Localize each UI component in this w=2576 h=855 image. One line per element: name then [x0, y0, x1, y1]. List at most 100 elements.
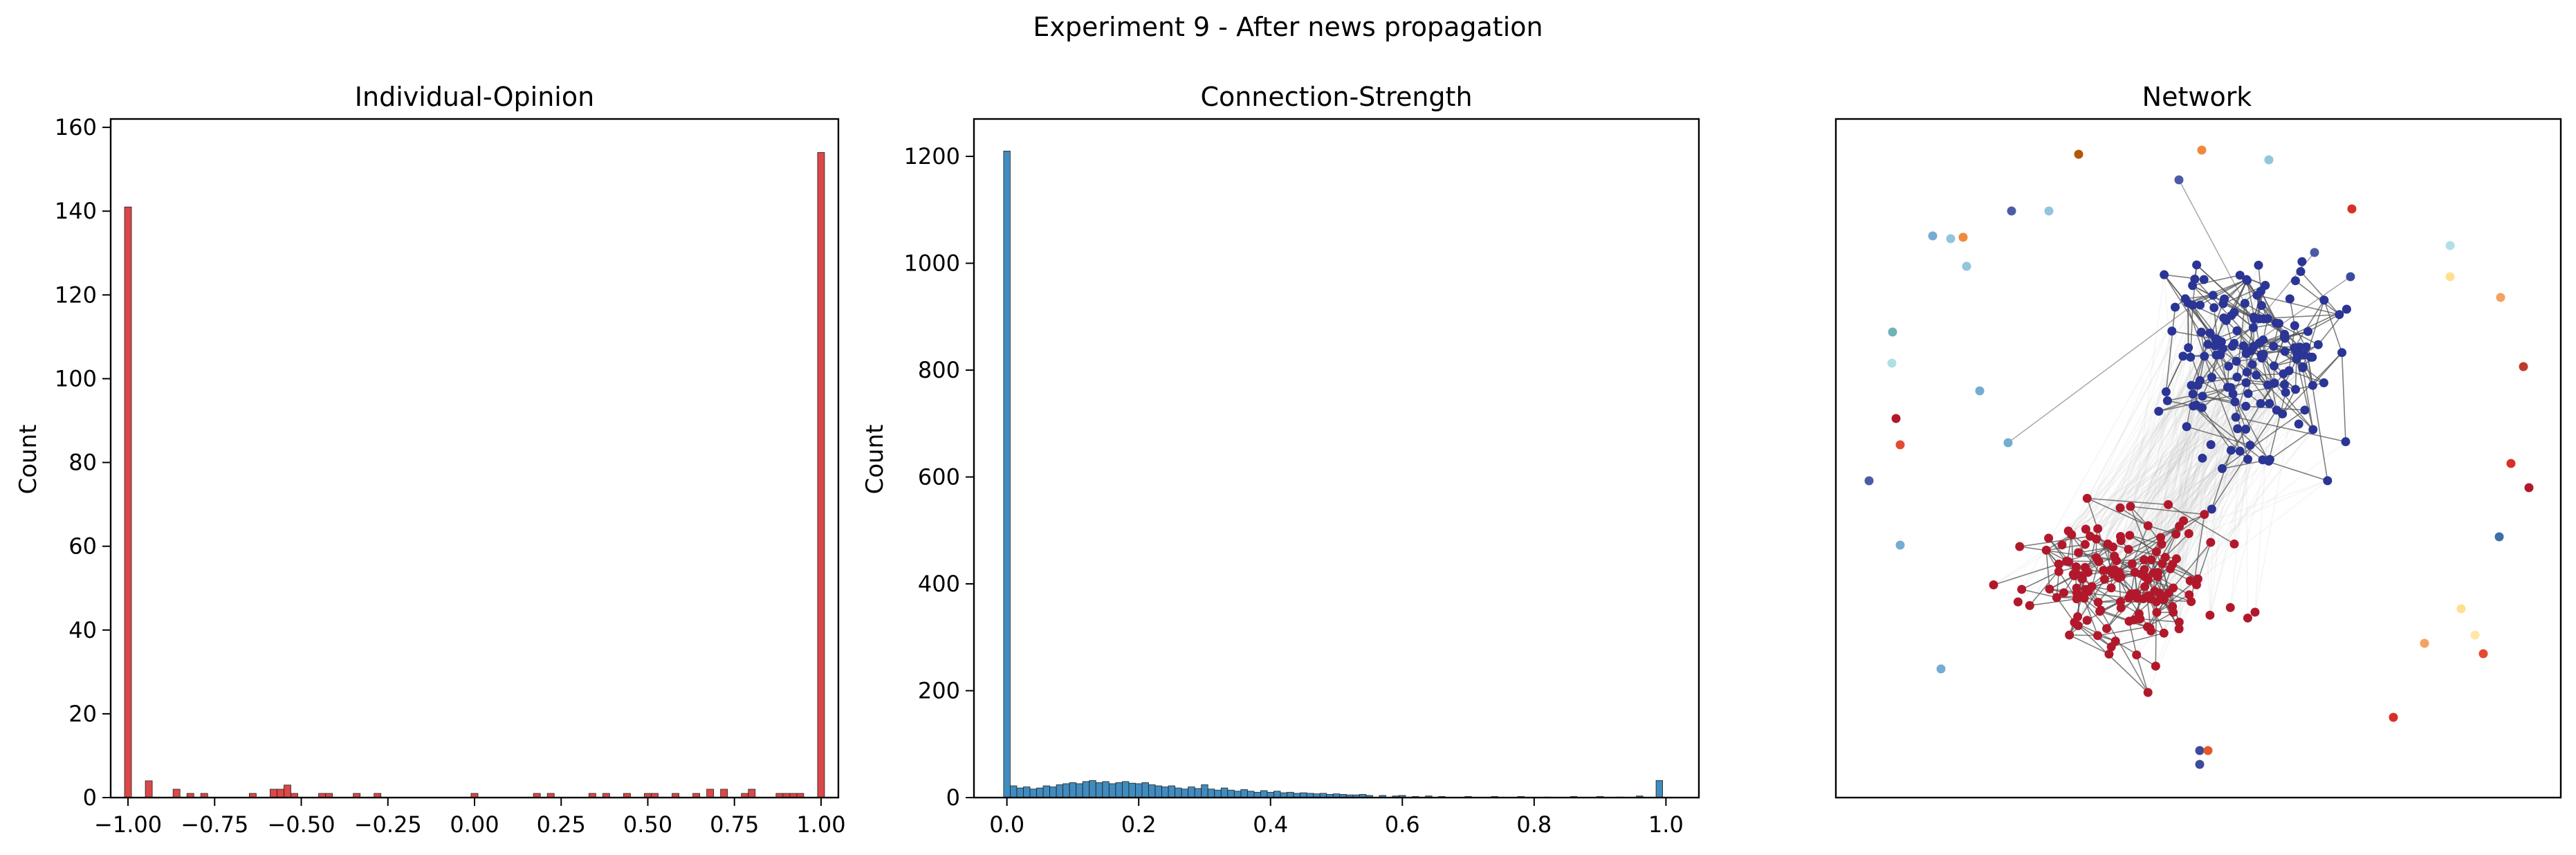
strength-histogram-bar — [1108, 783, 1116, 798]
strength-histogram-bar — [1214, 789, 1222, 798]
network-node — [2308, 425, 2318, 434]
network-node — [2102, 624, 2112, 634]
network-edge — [2186, 394, 2193, 427]
strength-histogram-bar — [1207, 789, 1215, 798]
strength-histogram-xtick-label: 1.0 — [1648, 811, 1684, 838]
network-node — [2310, 248, 2319, 257]
network-node — [2218, 463, 2227, 473]
network-edge — [2235, 383, 2247, 418]
network-weak-edge — [2074, 444, 2211, 623]
strength-histogram-title: Connection-Strength — [1200, 82, 1472, 112]
network-node — [2229, 539, 2239, 549]
network-edge — [2193, 405, 2263, 461]
network-weak-edge — [2087, 303, 2224, 573]
opinion-histogram-ytick-label: 60 — [68, 533, 97, 560]
network-node — [2389, 712, 2398, 722]
network-edge — [2247, 364, 2253, 394]
strength-histogram-bar — [1168, 785, 1175, 798]
opinion-histogram-xtick-label: −0.50 — [267, 811, 335, 838]
network-node — [2096, 605, 2106, 615]
network-edge — [2261, 358, 2275, 383]
network-weak-edge — [2078, 389, 2297, 553]
network-node — [2080, 540, 2090, 549]
network-node — [2420, 638, 2429, 648]
network-node — [2203, 340, 2213, 349]
network-node — [2116, 572, 2126, 582]
network-node — [2093, 598, 2103, 607]
network-node — [2290, 321, 2299, 331]
network-node — [2278, 409, 2288, 419]
network-edge — [2220, 354, 2229, 388]
network-node — [2264, 155, 2274, 165]
network-node — [2184, 343, 2193, 353]
network-node — [2208, 291, 2218, 300]
network-weak-edge — [2070, 356, 2184, 535]
network-weak-edge — [2086, 304, 2193, 499]
network-node — [2188, 281, 2198, 291]
network-node — [2280, 333, 2290, 343]
network-node — [2156, 533, 2166, 542]
strength-histogram-bar — [1023, 787, 1031, 798]
network-node — [2140, 572, 2150, 582]
network-node — [1895, 540, 1905, 550]
network-node — [2143, 521, 2153, 531]
network-node — [2257, 353, 2267, 363]
network-edge — [2007, 304, 2193, 443]
network-node — [2187, 597, 2196, 607]
opinion-histogram-xtick-label: −1.00 — [94, 811, 162, 838]
network-edge — [2175, 513, 2205, 535]
strength-histogram-xtick-label: 0.8 — [1516, 811, 1552, 838]
opinion-histogram-bar — [284, 784, 291, 798]
network-weak-edge — [2104, 345, 2234, 580]
network-node — [2221, 315, 2231, 325]
network-weak-edge — [2229, 384, 2285, 608]
network-node — [2074, 149, 2083, 159]
opinion-histogram-bar — [145, 780, 153, 798]
network-node — [2248, 323, 2258, 333]
network-node — [2206, 440, 2216, 450]
network-node — [2297, 257, 2307, 266]
opinion-histogram-bar — [706, 789, 715, 798]
strength-histogram-bar — [1220, 787, 1229, 798]
network-node — [2161, 387, 2171, 396]
network-node — [2157, 540, 2166, 549]
network-edge — [2274, 383, 2314, 430]
network-weak-edge — [2149, 341, 2223, 629]
network-edge — [2100, 609, 2148, 627]
network-node — [2151, 547, 2161, 557]
network-weak-edge — [2128, 384, 2269, 550]
network-node — [2174, 624, 2184, 634]
network-weak-edge — [2131, 318, 2265, 564]
network-weak-edge — [2068, 318, 2255, 636]
network-edge — [2268, 392, 2286, 461]
network-edge — [2066, 546, 2113, 562]
network-node — [2199, 275, 2209, 284]
network-weak-edge — [2178, 394, 2194, 623]
network-node — [2337, 348, 2347, 358]
network-node — [2188, 389, 2198, 399]
network-edge — [2148, 525, 2176, 535]
network-node — [2103, 539, 2113, 549]
network-node — [2013, 597, 2023, 607]
network-node — [2235, 270, 2245, 280]
network-node — [2124, 544, 2133, 554]
network-node — [1864, 476, 1874, 486]
strength-histogram-ytick-label: 1000 — [904, 250, 960, 277]
network-node — [2506, 459, 2516, 468]
network-node — [2243, 613, 2252, 623]
network-node — [2233, 424, 2243, 434]
network-node — [2298, 363, 2308, 373]
network-node — [2205, 610, 2215, 620]
network-edge — [2341, 352, 2346, 442]
network-weak-edge — [2149, 341, 2223, 629]
network-node — [2319, 295, 2329, 305]
network-node — [2071, 568, 2081, 578]
strength-histogram-bar — [1148, 784, 1156, 798]
network-node — [2225, 603, 2235, 612]
network-edge — [2130, 506, 2205, 515]
network-weak-edge — [2160, 367, 2303, 598]
network-edge — [2131, 525, 2149, 564]
strength-histogram-panel: Connection-Strength Count 0.0 0.2 0.4 0.6 0.… — [861, 82, 1700, 838]
network-edge — [2294, 300, 2325, 349]
strength-histogram-bar — [1135, 783, 1143, 798]
